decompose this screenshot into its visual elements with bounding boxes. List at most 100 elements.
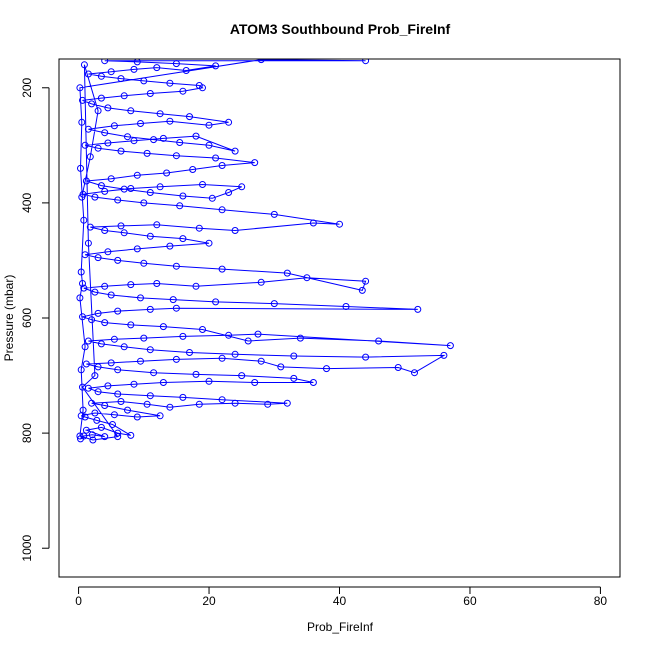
data-point <box>81 251 89 259</box>
data-point <box>101 59 109 65</box>
data-point <box>446 342 454 350</box>
data-point <box>137 294 144 302</box>
data-point <box>179 393 187 401</box>
data-point <box>218 354 226 362</box>
plot-frame <box>58 58 621 578</box>
data-point <box>257 278 265 286</box>
data-point <box>140 259 148 267</box>
data-point <box>303 274 311 282</box>
data-point <box>146 90 154 97</box>
data-point <box>195 82 203 89</box>
data-point <box>86 153 94 161</box>
y-axis: 200 400 600 800 1000 <box>20 77 50 562</box>
data-point <box>97 423 105 431</box>
data-point <box>81 343 89 351</box>
data-point <box>195 224 203 232</box>
data-point <box>192 370 200 378</box>
data-point <box>84 239 92 247</box>
data-point <box>89 436 97 444</box>
data-point <box>156 412 164 420</box>
data-point <box>150 136 158 144</box>
data-point <box>212 154 220 162</box>
data-point <box>82 177 90 185</box>
data-point <box>117 147 125 155</box>
data-point <box>81 413 89 421</box>
data-point <box>97 94 105 102</box>
data-point <box>107 68 115 76</box>
data-point <box>270 210 278 218</box>
data-point <box>150 369 158 377</box>
data-point <box>77 366 85 374</box>
data-point <box>156 110 164 118</box>
data-point <box>323 365 330 373</box>
data-point <box>80 284 88 292</box>
data-point <box>179 235 187 243</box>
data-point <box>176 139 184 146</box>
data-point <box>91 288 99 296</box>
data-point <box>342 303 350 310</box>
data-point <box>130 137 138 145</box>
data-point <box>91 372 99 380</box>
data-point <box>117 222 125 230</box>
data-point <box>231 350 239 358</box>
data-point <box>192 132 200 140</box>
data-point <box>208 194 216 202</box>
data-point <box>146 392 154 400</box>
data-point <box>88 316 96 324</box>
data-point <box>238 183 246 191</box>
y-tick-label: 1000 <box>20 535 34 562</box>
data-point <box>78 193 86 201</box>
data-point <box>309 219 317 227</box>
data-point <box>231 227 239 234</box>
data-point <box>205 239 213 247</box>
data-point <box>283 399 291 407</box>
data-point <box>192 282 200 290</box>
data-point <box>166 242 174 250</box>
data-point <box>218 265 226 273</box>
data-point <box>88 431 96 439</box>
data-point <box>414 305 422 313</box>
data-point <box>124 133 131 141</box>
data-point <box>166 403 174 411</box>
data-point <box>107 291 115 299</box>
data-point <box>205 121 213 129</box>
data-point <box>114 366 122 374</box>
data-point <box>84 70 92 78</box>
data-point <box>218 396 226 404</box>
data-point <box>172 355 180 363</box>
data-point <box>104 104 112 112</box>
data-point <box>179 87 187 95</box>
data-point <box>82 360 90 368</box>
data-point <box>114 256 122 264</box>
data-point <box>130 65 138 73</box>
data-point <box>186 113 193 121</box>
y-tick-label: 400 <box>20 193 34 213</box>
data-point <box>76 84 84 92</box>
data-point <box>137 120 144 127</box>
data-point <box>107 359 115 367</box>
data-point <box>93 416 101 424</box>
data-point <box>127 431 135 439</box>
data-point <box>133 171 141 179</box>
data-point <box>257 59 265 64</box>
data-point <box>133 59 141 66</box>
data-point <box>163 169 171 177</box>
series-line <box>79 59 451 441</box>
data-point <box>80 432 88 440</box>
data-point <box>153 64 161 72</box>
data-point <box>80 216 88 224</box>
data-point <box>205 141 213 149</box>
data-point <box>86 223 94 231</box>
data-point <box>218 162 226 169</box>
data-point <box>225 331 233 339</box>
data-point <box>375 337 383 345</box>
data-point <box>140 334 148 342</box>
data-point <box>290 374 298 382</box>
y-tick-label: 200 <box>20 77 34 97</box>
data-point <box>212 298 220 306</box>
data-point <box>283 269 291 277</box>
data-point <box>244 337 252 345</box>
data-point <box>94 254 102 262</box>
data-point <box>127 321 135 329</box>
data-point <box>77 268 85 276</box>
